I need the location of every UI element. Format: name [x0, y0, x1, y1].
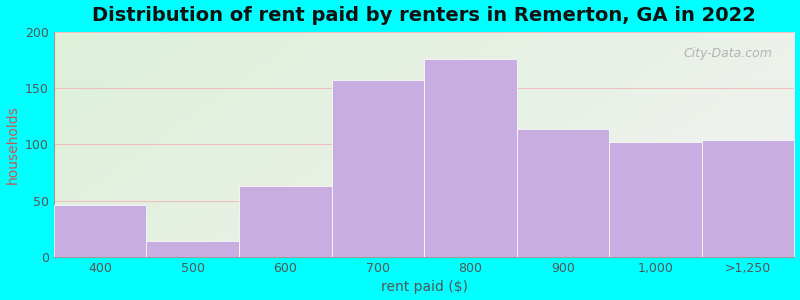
Bar: [424, 59, 517, 257]
Bar: [610, 142, 702, 257]
Bar: [239, 186, 331, 257]
Bar: [54, 205, 146, 257]
Bar: [146, 241, 239, 257]
X-axis label: rent paid ($): rent paid ($): [381, 280, 468, 294]
Y-axis label: households: households: [6, 105, 19, 184]
Text: City-Data.com: City-Data.com: [683, 47, 772, 60]
Bar: [331, 80, 424, 257]
Title: Distribution of rent paid by renters in Remerton, GA in 2022: Distribution of rent paid by renters in …: [92, 6, 756, 25]
Bar: [702, 140, 794, 257]
Bar: [517, 129, 610, 257]
